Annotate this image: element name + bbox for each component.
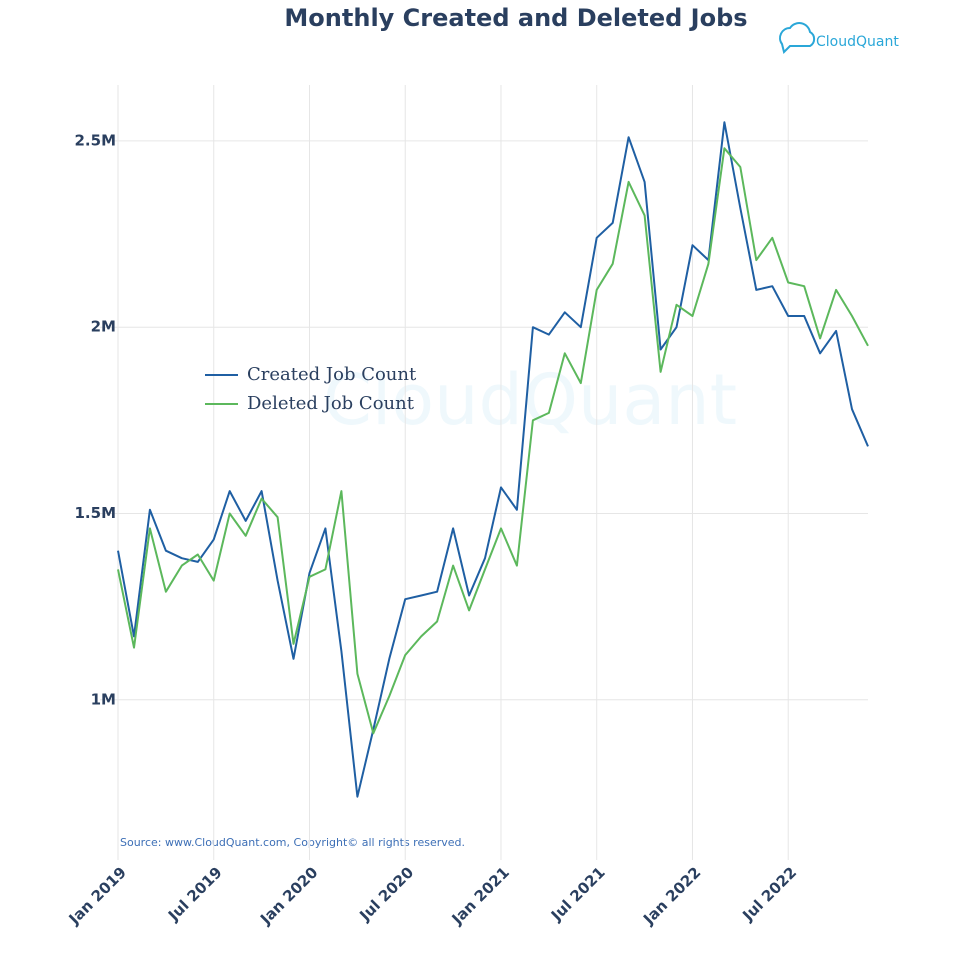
logo: CloudQuant: [779, 22, 899, 54]
x-tick-label: Jul 2020: [355, 863, 417, 925]
x-tick-label: Jan 2021: [448, 863, 513, 928]
line: [117, 147, 869, 735]
source-note: Source: www.CloudQuant.com, Copyright© a…: [120, 836, 465, 849]
x-tick-label: Jan 2020: [256, 863, 321, 928]
x-tick-label: Jan 2019: [65, 863, 130, 928]
logo-icon: [779, 22, 816, 54]
y-tick-label: 1M: [91, 690, 116, 708]
legend-label: Deleted Job Count: [247, 393, 415, 414]
y-tick-label: 1.5M: [75, 504, 117, 522]
x-tick-label: Jul 2019: [164, 863, 226, 925]
chart-title: Monthly Created and Deleted Jobs: [284, 4, 747, 32]
x-tick-label: Jul 2022: [738, 863, 800, 925]
grid: [100, 85, 868, 860]
line: [117, 121, 869, 798]
logo-text: CloudQuant: [816, 34, 899, 50]
legend: Created Job Count Deleted Job Count: [205, 364, 417, 414]
watermark: CloudQuant: [323, 359, 737, 441]
x-tick-label: Jan 2022: [639, 863, 704, 928]
y-tick-label: 2M: [91, 318, 116, 336]
legend-label: Created Job Count: [247, 364, 417, 385]
x-tick-label: Jul 2021: [547, 863, 609, 925]
y-tick-label: 2.5M: [75, 131, 117, 149]
